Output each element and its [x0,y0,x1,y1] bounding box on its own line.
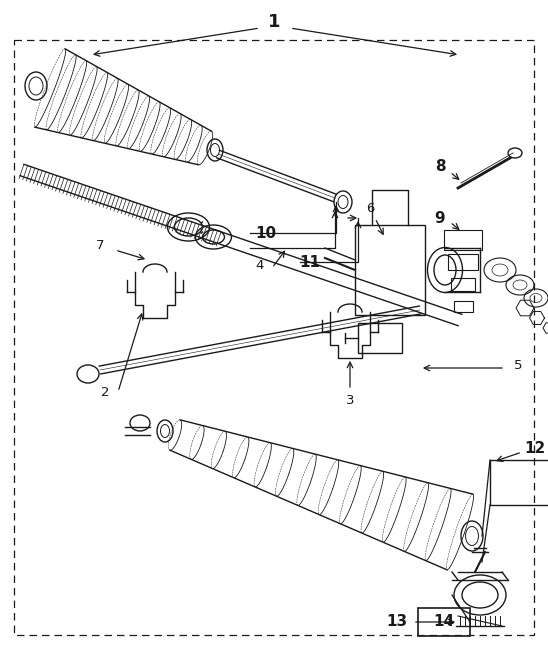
Text: 8: 8 [435,159,446,173]
Bar [454,301,473,312]
Text: 14: 14 [433,614,454,629]
Text: 6: 6 [366,201,374,214]
Bar [444,230,482,250]
Bar [358,323,402,353]
Text: 12: 12 [524,440,546,456]
Text: 10: 10 [255,226,277,240]
Text: 3: 3 [346,394,354,406]
Text: 13: 13 [386,614,408,629]
Text: 1: 1 [268,13,280,31]
Text: 9: 9 [435,210,446,226]
Text: 4: 4 [256,258,264,272]
Bar [448,254,478,270]
Bar [490,460,548,505]
Text: 5: 5 [513,359,522,371]
Bar [355,225,425,315]
Text: 7: 7 [96,238,104,252]
Text: 2: 2 [101,386,109,398]
Bar [451,278,475,291]
Bar [418,608,470,636]
Text: 11: 11 [300,254,321,270]
